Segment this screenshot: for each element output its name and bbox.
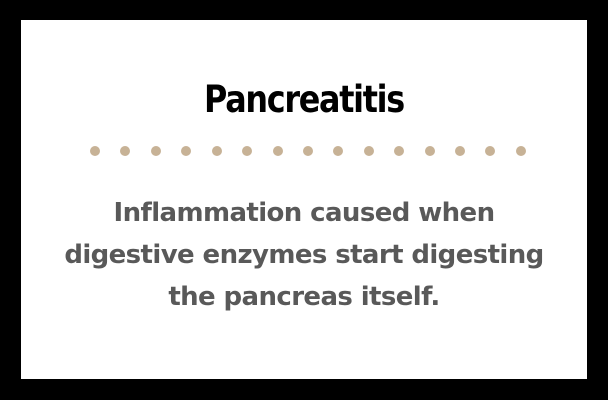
divider-dot [120,146,131,156]
divider-dot [150,146,161,156]
card-definition: Inflammation caused when digestive enzym… [64,198,544,312]
divider-dot [455,146,466,156]
divider-dot [424,146,435,156]
divider-dot [363,146,374,156]
divider-dot [302,146,313,156]
divider-dot [272,146,283,156]
divider-dot [242,146,253,156]
divider-dot [181,146,192,156]
card-title: Pancreatitis [204,78,405,121]
divider-dot [485,146,496,156]
divider-dot [211,146,222,156]
flashcard: Pancreatitis Inflammation caused when di… [21,20,587,379]
divider-dot [90,146,100,156]
divider-dot [394,146,405,156]
divider-dot [333,146,344,156]
dotted-divider [90,145,526,157]
divider-dot [515,146,526,156]
